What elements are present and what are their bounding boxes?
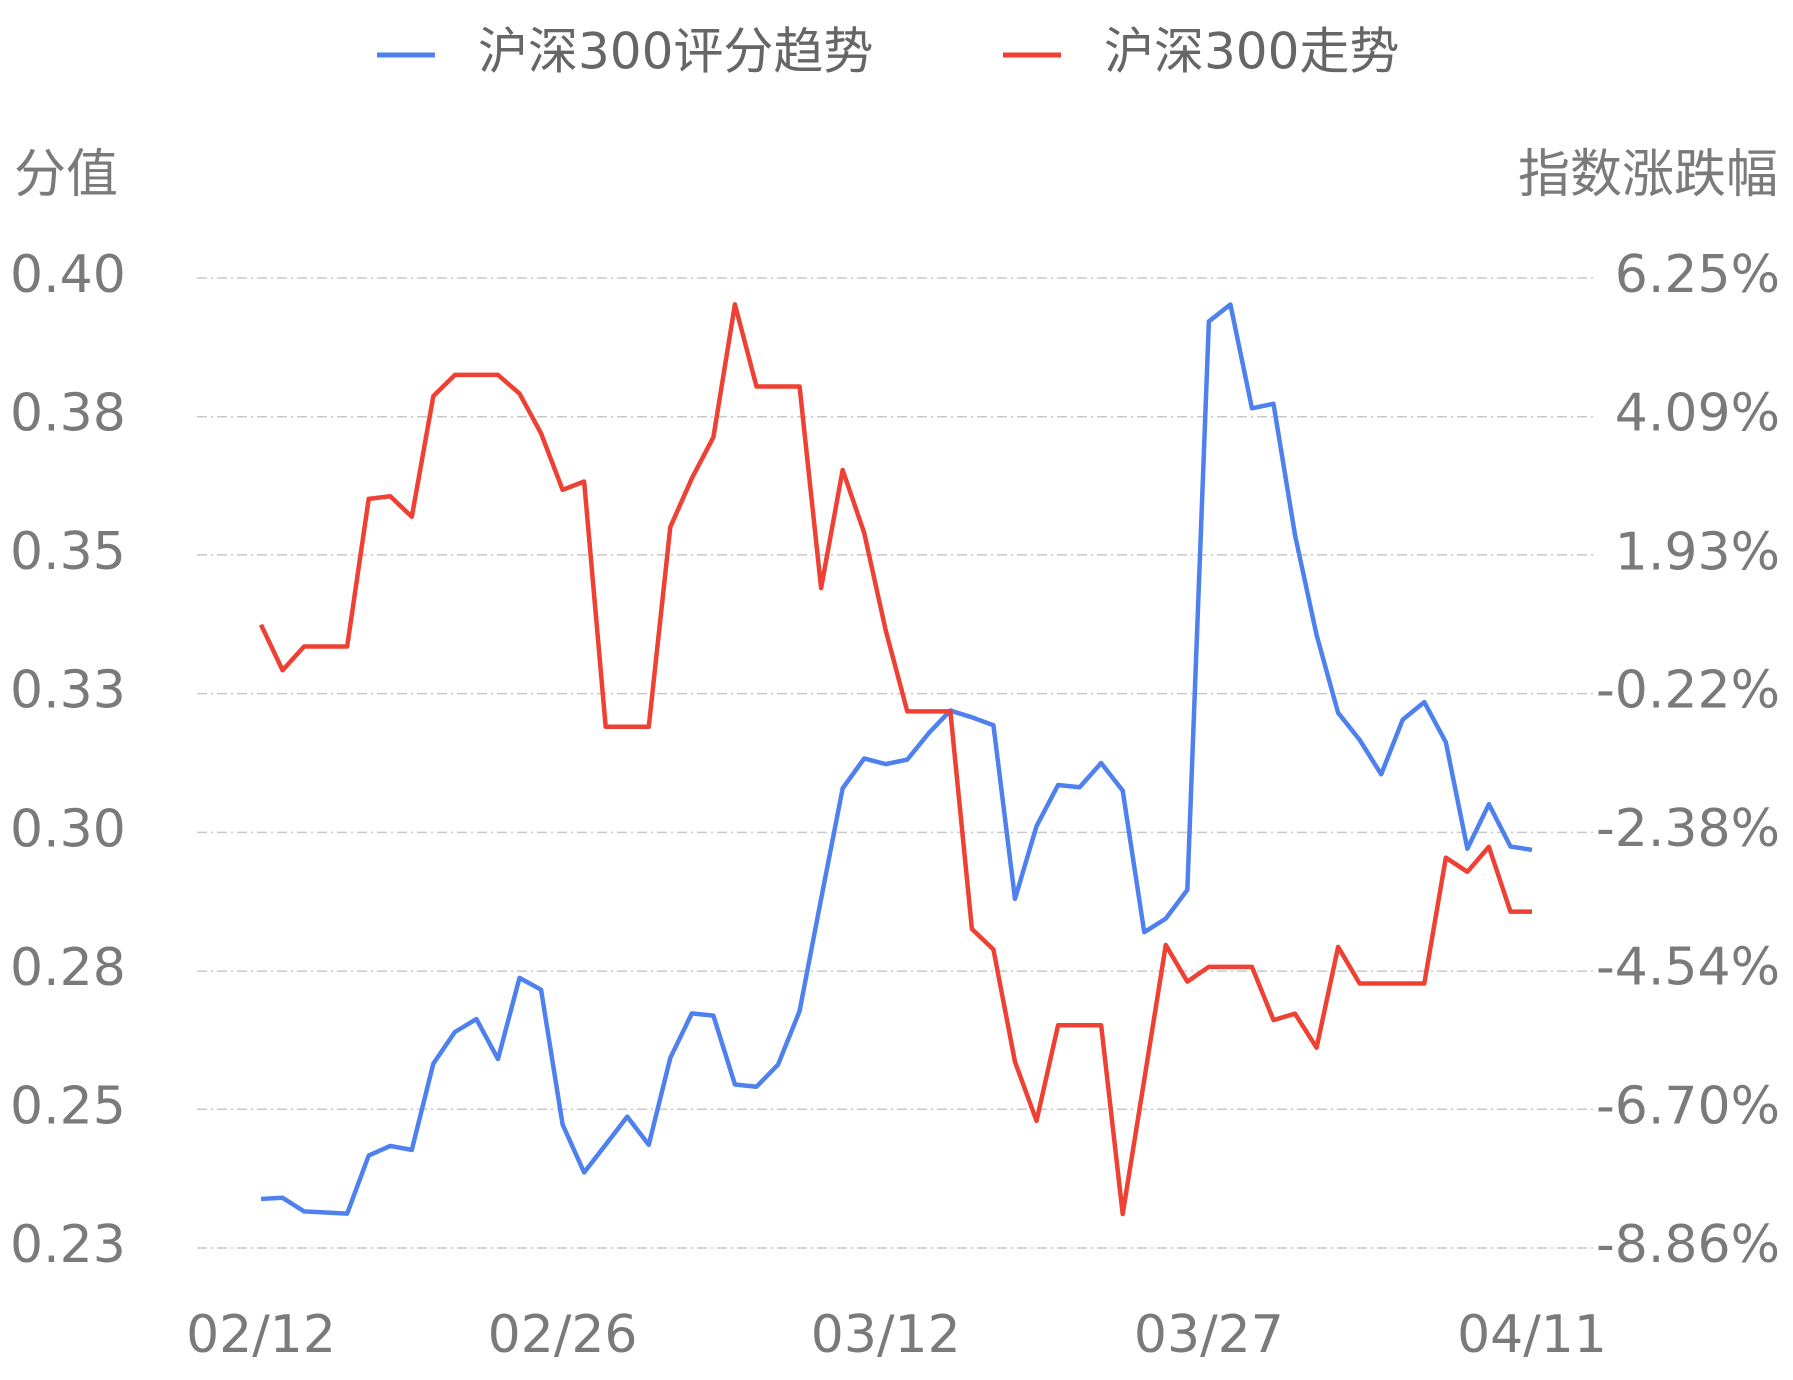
y2-tick-label: -0.22% [1596, 660, 1780, 720]
y2-tick-label: -2.38% [1596, 799, 1780, 859]
y-tick-label: 0.35 [10, 522, 126, 582]
y-tick-label: 0.33 [10, 661, 126, 721]
y2-axis-title: 指数涨跌幅 [1518, 145, 1778, 205]
y2-tick-label: -4.54% [1596, 938, 1780, 998]
y-tick-label: 0.23 [10, 1215, 126, 1275]
y2-tick-label: 4.09% [1615, 384, 1780, 444]
series-line [258, 302, 1532, 1217]
series-line [260, 302, 1533, 1216]
y-tick-label: 0.40 [10, 245, 126, 305]
legend-label: 沪深300走势 [1104, 23, 1399, 81]
y2-tick-label: 6.25% [1615, 245, 1780, 305]
x-tick-label: 04/11 [1457, 1305, 1607, 1365]
y-tick-label: 0.25 [10, 1076, 126, 1136]
y2-tick-label: -6.70% [1596, 1076, 1780, 1136]
y-tick-label: 0.28 [10, 938, 126, 998]
y-tick-label: 0.30 [10, 799, 126, 859]
x-tick-label: 03/27 [1134, 1305, 1284, 1365]
y2-tick-label: -8.86% [1596, 1215, 1780, 1275]
x-tick-label: 03/12 [811, 1305, 961, 1365]
x-tick-label: 02/26 [488, 1305, 638, 1365]
legend-label: 沪深300评分趋势 [478, 23, 873, 81]
y-tick-label: 0.38 [10, 384, 126, 444]
x-tick-label: 02/12 [186, 1305, 336, 1365]
y2-tick-label: 1.93% [1615, 522, 1780, 582]
y-axis-title: 分值 [14, 145, 118, 205]
